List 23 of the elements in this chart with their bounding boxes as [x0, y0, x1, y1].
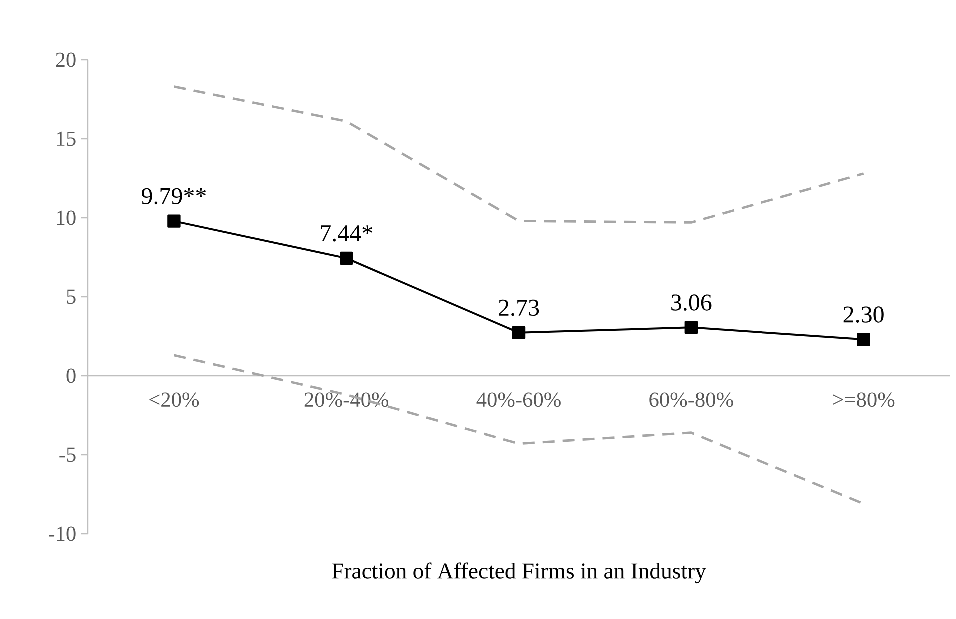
point	[340, 252, 354, 266]
data-label: 9.79**	[142, 188, 206, 205]
point	[168, 214, 181, 228]
point	[512, 326, 526, 340]
y-tick-label: 0	[66, 368, 76, 384]
y-tick-label: -10	[48, 526, 76, 542]
y-tick-label: -5	[60, 448, 76, 462]
x-tick-label: >=80%	[833, 392, 895, 408]
x-tick-label: <20%	[150, 392, 200, 408]
data-label: 2.73	[499, 300, 540, 316]
x-tick-label: 20%-40%	[304, 392, 389, 408]
y-tick-label: 20	[56, 52, 76, 68]
x-axis-title: Fraction of Affected Firms in an Industry	[332, 562, 706, 584]
y-tick-label: 10	[57, 210, 76, 226]
data-label: 7.44*	[321, 226, 372, 242]
point	[684, 321, 698, 334]
data-label: 3.06	[672, 294, 712, 311]
x-tick-label: 40%-60%	[476, 392, 561, 408]
x-tick-label: 60%-80%	[650, 392, 734, 408]
data-label: 2.30	[844, 306, 884, 323]
y-tick-label: 5	[67, 290, 76, 304]
point	[857, 333, 870, 346]
y-tick-label: 15	[57, 132, 76, 146]
